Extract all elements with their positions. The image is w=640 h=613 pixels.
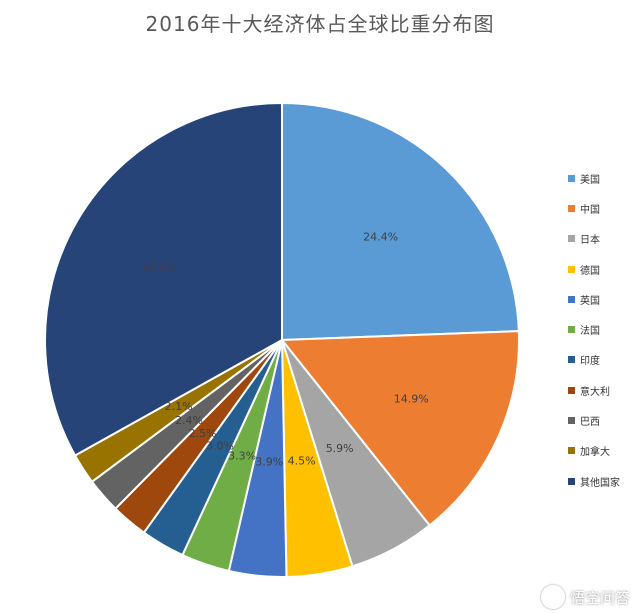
legend-item-0: 美国 — [568, 163, 620, 193]
legend-swatch — [568, 265, 575, 273]
pie-slices — [44, 101, 520, 578]
legend-swatch — [568, 204, 575, 212]
legend-swatch — [568, 417, 575, 425]
legend-label: 法国 — [580, 326, 600, 338]
legend-swatch — [568, 326, 575, 334]
legend-item-8: 巴西 — [568, 405, 620, 435]
pie-data-label-8: 2.4% — [175, 414, 203, 427]
pie-data-label-2: 5.9% — [326, 442, 354, 455]
legend-label: 加拿大 — [580, 447, 610, 459]
pie-data-label-9: 2.1% — [165, 400, 193, 413]
pie-slice-0 — [281, 101, 520, 342]
legend-item-9: 加拿大 — [568, 436, 620, 466]
legend-item-3: 德国 — [568, 254, 620, 284]
legend-label: 美国 — [580, 174, 600, 186]
wukong-logo-icon — [540, 585, 565, 609]
legend-item-5: 法国 — [568, 314, 620, 344]
legend-item-2: 日本 — [568, 224, 620, 254]
legend-label: 巴西 — [580, 417, 600, 429]
pie-data-label-7: 2.5% — [189, 427, 217, 440]
watermark: 悟空问答 — [540, 585, 630, 609]
legend-label: 印度 — [580, 356, 600, 368]
legend-item-1: 中国 — [568, 193, 620, 223]
pie-slice-10 — [44, 101, 283, 457]
legend-label: 德国 — [580, 265, 600, 277]
pie-data-label-5: 3.3% — [228, 450, 256, 463]
legend-item-10: 其他国家 — [568, 466, 620, 496]
pie-data-label-3: 4.5% — [288, 455, 316, 468]
legend-item-6: 印度 — [568, 345, 620, 375]
pie-slice-1 — [279, 330, 520, 527]
pie-data-label-1: 14.9% — [394, 392, 429, 405]
pie-data-label-10: 33.1% — [142, 261, 177, 274]
legend-swatch — [568, 235, 575, 243]
legend-swatch — [568, 356, 575, 364]
legend-label: 日本 — [580, 235, 600, 247]
watermark-text: 悟空问答 — [569, 588, 630, 607]
pie-data-label-0: 24.4% — [363, 231, 398, 244]
legend-item-4: 英国 — [568, 284, 620, 314]
legend-label: 意大利 — [580, 386, 610, 398]
legend-label: 其他国家 — [580, 477, 620, 489]
legend-swatch — [568, 174, 575, 182]
legend-swatch — [568, 447, 575, 455]
legend-item-7: 意大利 — [568, 375, 620, 405]
pie-data-label-6: 3.0% — [206, 439, 234, 452]
legend-label: 中国 — [580, 204, 600, 216]
legend-swatch — [568, 295, 575, 303]
legend-label: 英国 — [580, 295, 600, 307]
pie-data-label-4: 3.9% — [255, 456, 283, 469]
pie-data-labels: 24.4% 14.9% 5.9% 4.5% 3.9%3.3%3.0%2.5%2.4%2.… — [142, 231, 429, 469]
chart-title: 2016年十大经济体占全球比重分布图 — [145, 12, 495, 36]
legend-swatch — [568, 386, 575, 394]
legend-swatch — [568, 477, 575, 485]
chart-legend: 美国中国日本德国英国法国印度意大利巴西加拿大其他国家 — [568, 163, 620, 496]
